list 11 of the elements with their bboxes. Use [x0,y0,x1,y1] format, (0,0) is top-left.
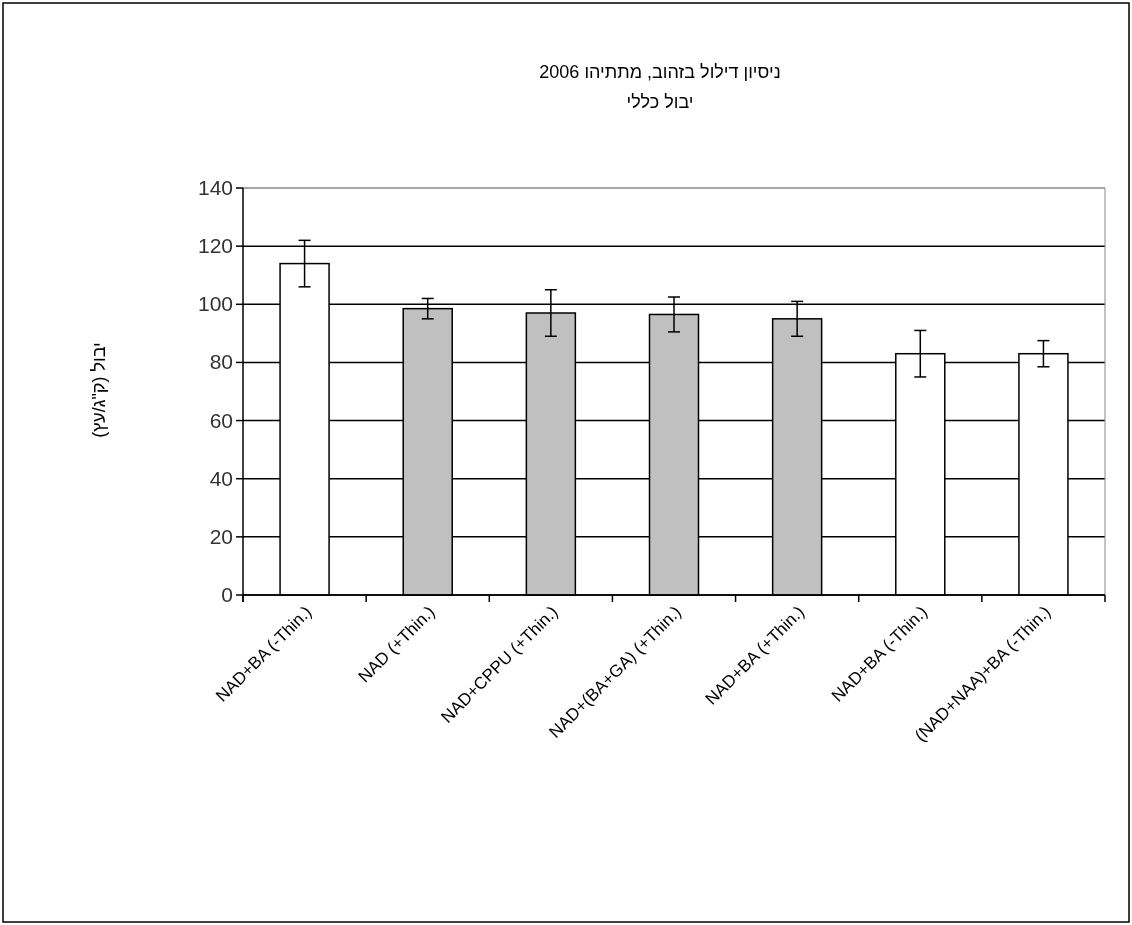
y-tick-label: 20 [209,524,233,548]
y-tick-label: 120 [197,234,233,258]
y-tick-label: 80 [209,350,233,374]
y-tick-label: 0 [221,583,233,606]
chart-subtitle: יבול כללי [626,92,694,112]
y-tick-label: 40 [209,466,233,490]
chart-title: ניסיון דילול בזהוב, מתתיהו 2006 [539,62,781,82]
y-axis-title: יבול (ק"ג/עץ) [89,342,109,438]
y-tick-label: 60 [209,408,233,432]
y-tick-label: 100 [197,292,233,316]
y-tick-label: 140 [197,176,233,199]
